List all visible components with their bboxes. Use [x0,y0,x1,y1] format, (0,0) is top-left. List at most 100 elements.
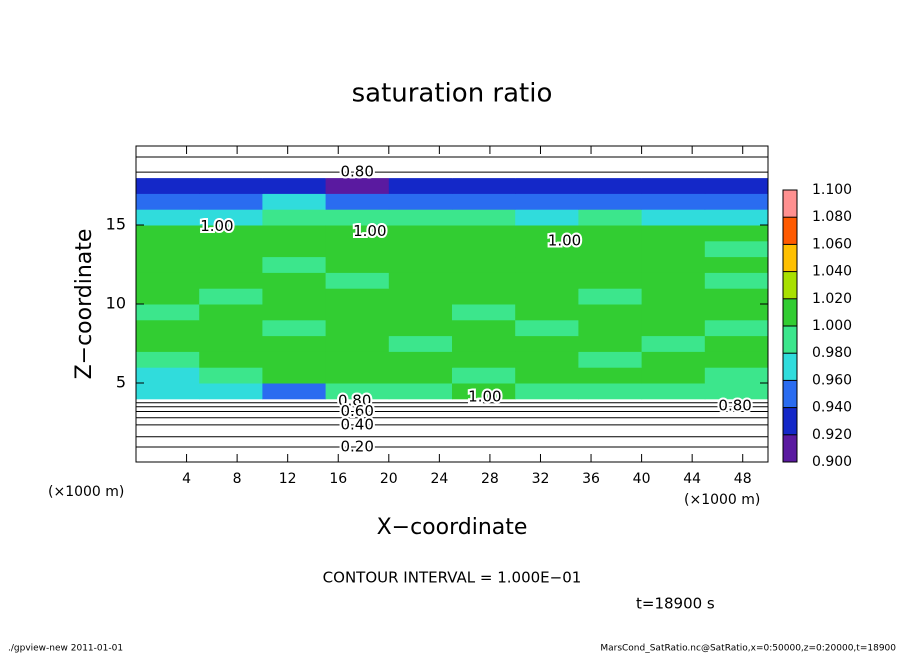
heat-cell [325,335,390,352]
heat-cell [136,240,200,258]
heat-cell [262,351,327,368]
heat-cell [578,225,643,242]
heat-cell [704,288,769,305]
heat-cell [704,446,769,463]
heat-cell [199,319,263,337]
colorbar-label: 0.980 [812,345,852,361]
heat-cell [388,367,453,384]
colorbar-bin [783,271,797,299]
colorbar-label: 1.020 [812,291,852,307]
x-tick-label: 40 [633,471,651,487]
y-tick-label: 15 [106,215,126,234]
colorbar-bin [783,407,797,435]
contour-label: 0.60 [340,402,373,420]
heat-cell [578,430,643,447]
x-tick-label: 4 [182,471,191,487]
heat-cell [641,319,706,337]
heat-cell [262,272,327,289]
heat-cell [641,367,706,384]
heat-cell [641,335,706,352]
heat-cell [388,288,453,305]
heat-cell [578,272,643,289]
heat-cell [262,225,327,242]
heat-cell [452,256,516,273]
contour-label: 0.40 [340,415,373,433]
heat-cell [325,304,390,321]
y-axis-label: Z−coordinate [72,229,97,380]
heat-cell [515,383,579,400]
heat-cell [262,209,327,226]
heat-cell [388,146,453,163]
heat-cell [515,225,579,242]
heat-cell [199,367,263,384]
heat-cell [388,335,453,352]
heat-cell [515,335,579,352]
colorbar-label: 0.920 [812,427,852,443]
heat-cell [325,240,390,258]
contour-label: 0.80 [338,392,371,410]
heat-cell [641,351,706,368]
contour-label: 1.00 [548,231,581,249]
x-tick-label: 20 [380,471,398,487]
heat-cell [578,335,643,352]
x-tick-label: 12 [279,471,297,487]
heat-cell [199,351,263,368]
heat-cell [136,225,200,242]
heat-cell [136,383,200,400]
heat-cell [388,193,453,210]
heat-cell [515,319,579,337]
heat-cell [199,430,263,447]
heat-cell [452,383,516,400]
heat-cell [325,161,390,179]
heat-cell [704,304,769,321]
heat-cell [704,146,769,163]
heat-cell [136,193,200,210]
heat-cell [262,319,327,337]
colorbar-bin [783,380,797,408]
heat-cell [325,209,390,226]
heat-cell [136,256,200,273]
heat-cell [641,240,706,258]
heat-cell [704,319,769,337]
contour-label: 1.00 [200,217,233,235]
heat-cell [388,225,453,242]
heat-cell [452,446,516,463]
heat-cell [452,146,516,163]
heat-cell [262,446,327,463]
x-unit: (×1000 m) [684,492,760,508]
z-unit: (×1000 m) [48,484,124,500]
heat-cell [199,161,263,179]
heat-cell [199,288,263,305]
heat-cell [199,383,263,400]
x-tick-label: 16 [329,471,347,487]
heat-cell [641,446,706,463]
heat-cell [262,146,327,163]
heat-cell [515,256,579,273]
x-axis-label: X−coordinate [377,515,528,540]
heat-cell [262,177,327,194]
heat-cell [704,335,769,352]
heat-cell [515,288,579,305]
heat-cell [452,367,516,384]
heat-cell [325,351,390,368]
heat-cell [388,177,453,194]
heat-cell [199,193,263,210]
heat-cell [578,193,643,210]
colorbar-bin [783,298,797,326]
heat-cell [452,414,516,431]
heat-cell [136,446,200,463]
heat-cell [262,304,327,321]
heat-cell [199,304,263,321]
heat-cell [388,446,453,463]
heat-cell [641,383,706,400]
x-tick-label: 36 [582,471,600,487]
heat-cell [452,304,516,321]
heat-cell [325,177,390,194]
colorbar-label: 0.960 [812,372,852,388]
heat-cell [641,193,706,210]
heat-cell [136,177,200,194]
heat-cell [262,414,327,431]
heat-cell [578,414,643,431]
